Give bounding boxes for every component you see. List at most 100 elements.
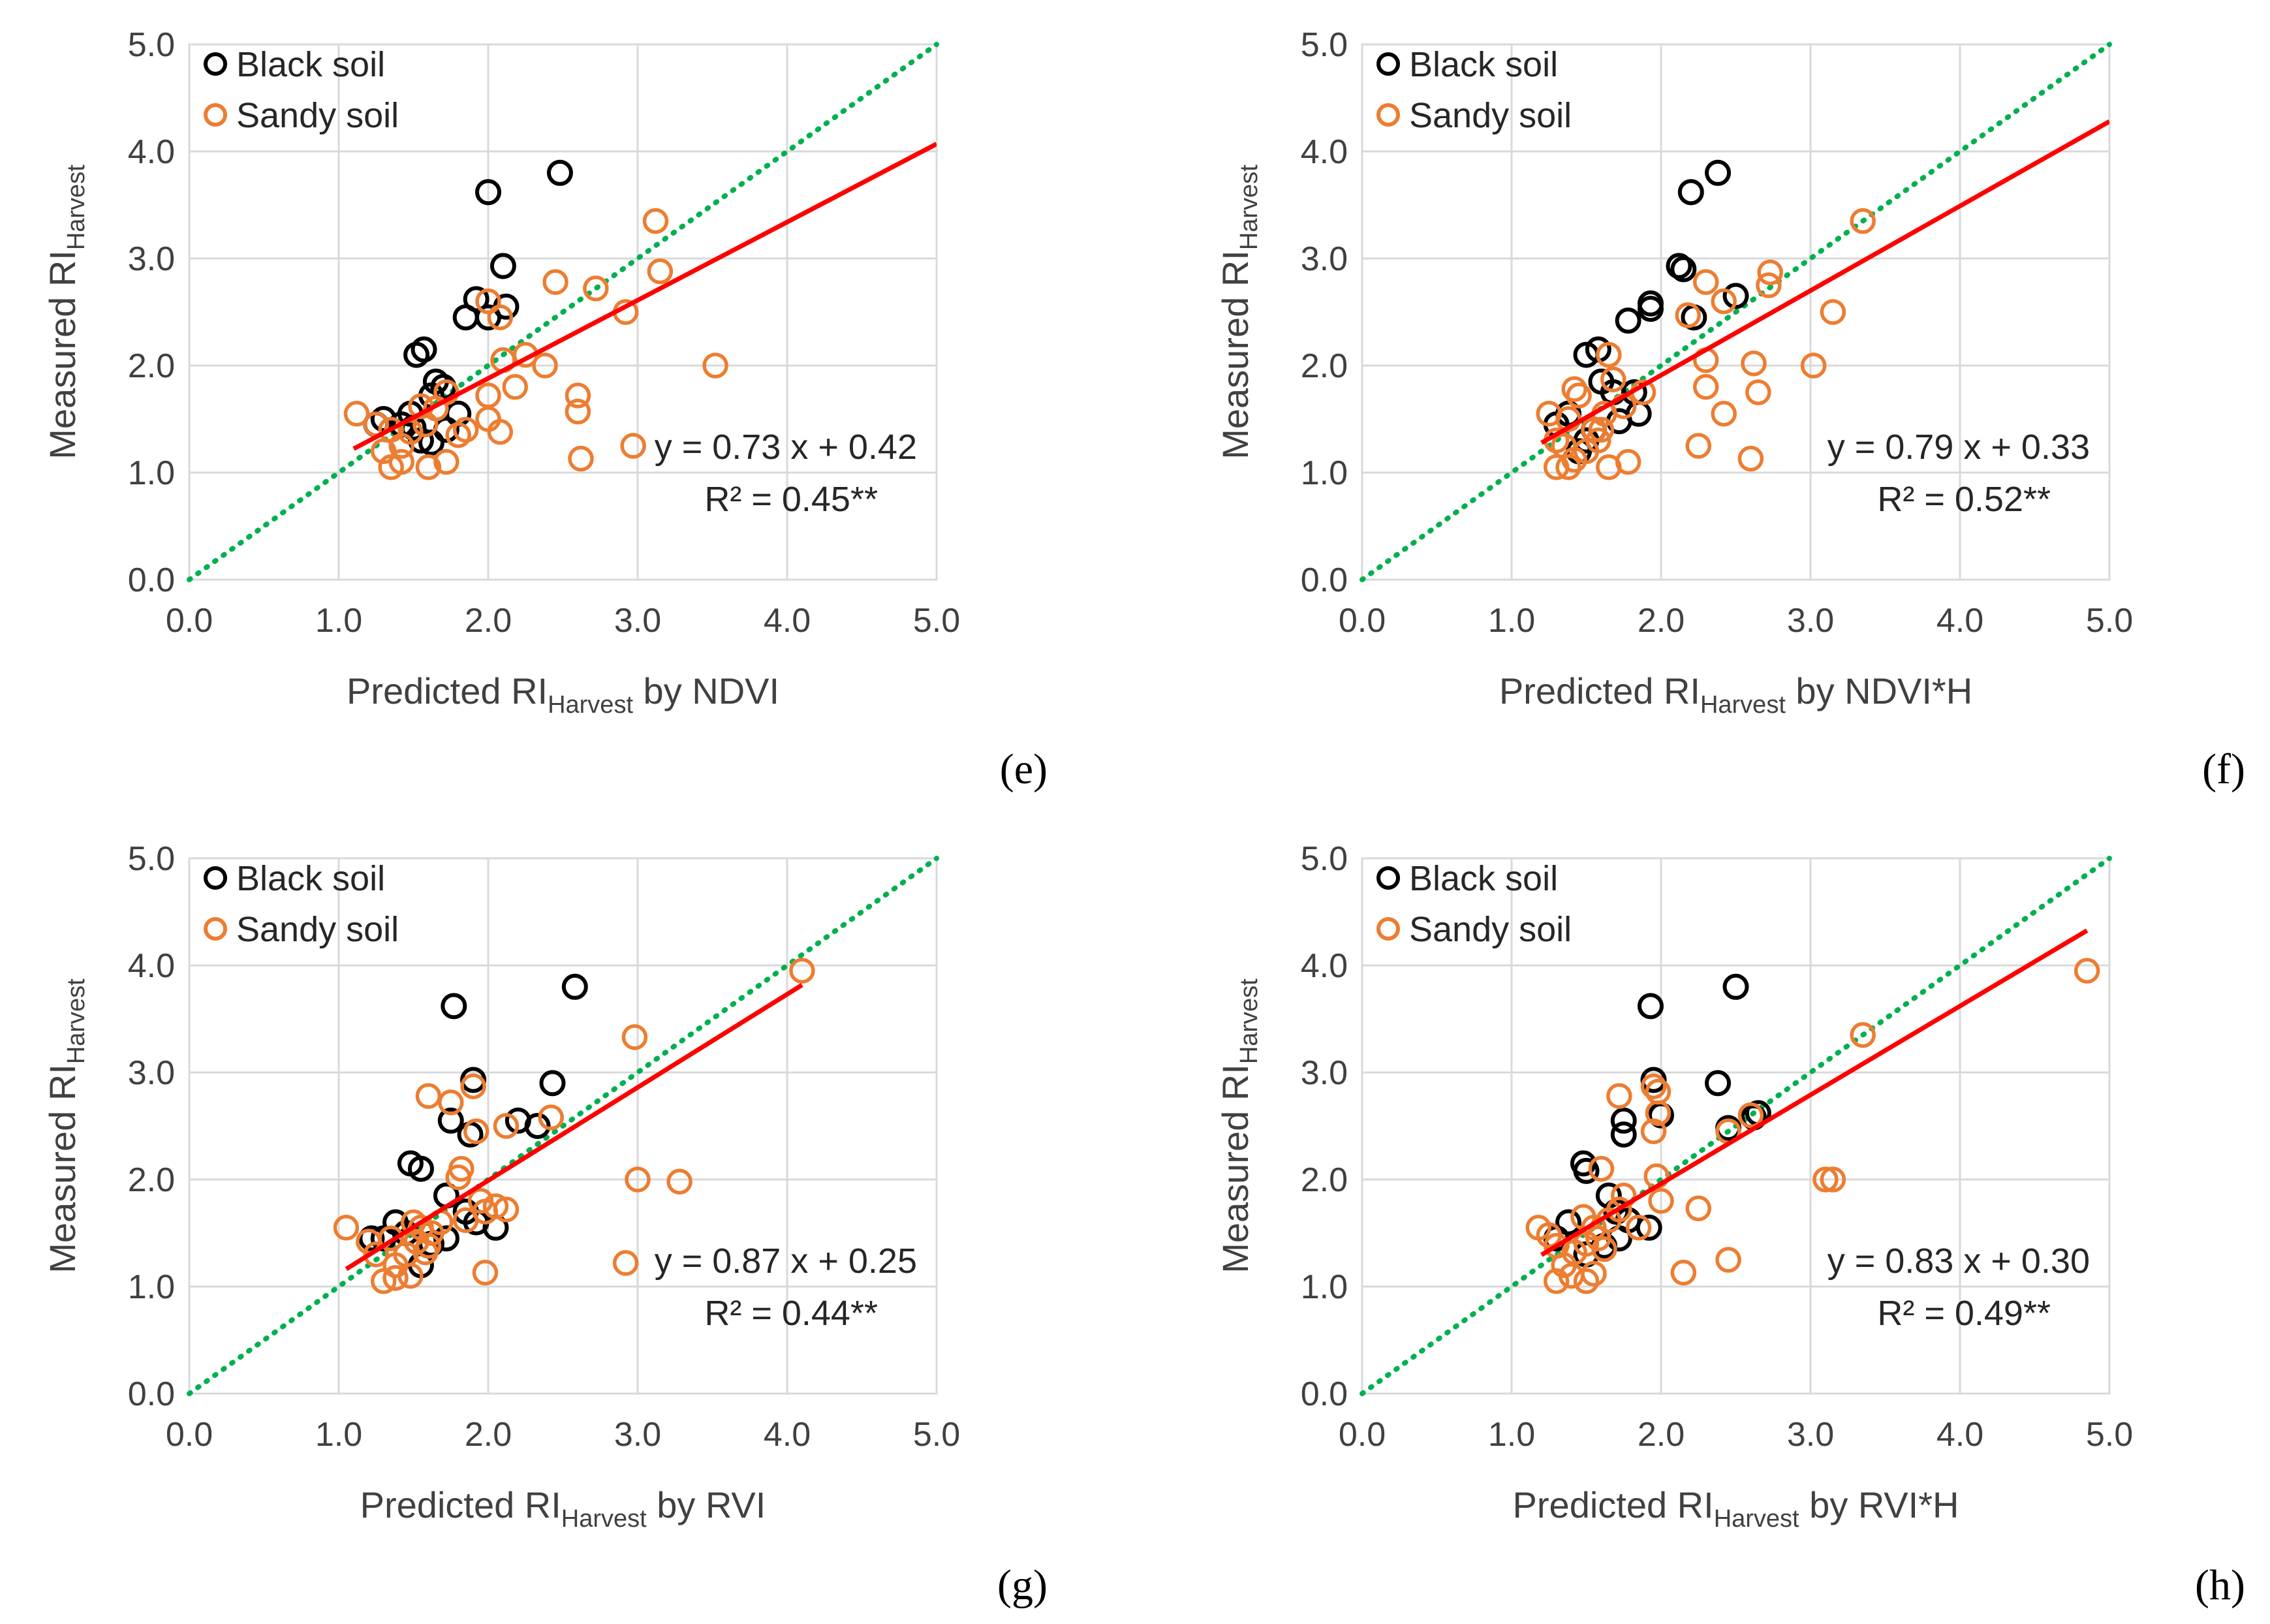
y-axis-label: Measured RIHarvest (1215, 164, 1263, 460)
scatter-panel-e: 0.00.0 1.0 1.0 2.0 2.0 3.0 3.0 4.0 4.0 5.0 5.0 Blac… (42, 26, 1048, 793)
legend-label: Sandy soil (1409, 96, 1572, 135)
x-axis-label-subscript: Harvest (561, 1505, 647, 1533)
y-tick-label: 3.0 (128, 1054, 175, 1092)
data-point (415, 1083, 442, 1109)
plot-frame (188, 857, 938, 1395)
data-point (1677, 179, 1704, 206)
data-point (1645, 1100, 1671, 1127)
data-point (1581, 1260, 1607, 1287)
data-point (1648, 1188, 1674, 1214)
data-point (612, 1250, 639, 1276)
data-point (583, 275, 609, 302)
y-axis-label: Measured RIHarvest (42, 164, 90, 460)
data-point (407, 1155, 434, 1182)
data-point (397, 1262, 424, 1289)
data-point (412, 1239, 439, 1266)
x-tick-label: 5.0 (913, 1416, 960, 1454)
data-point (542, 269, 568, 295)
data-point (1625, 1215, 1652, 1241)
y-tick-label: 1.0 (1301, 1268, 1348, 1306)
series-black-soil (358, 973, 588, 1279)
data-point (1737, 445, 1764, 472)
legend-marker (204, 103, 227, 127)
y-tick-label: 0.0 (128, 1375, 175, 1413)
data-point (1692, 269, 1719, 295)
panel-label: (g) (997, 1561, 1048, 1609)
data-point (445, 422, 471, 448)
data-point (1555, 454, 1581, 480)
y-tick-label: 5.0 (128, 26, 175, 64)
regression-equation: y = 0.83 x + 0.30 (1827, 1241, 2090, 1281)
data-point (502, 374, 528, 400)
data-point (565, 383, 591, 409)
scatter-panel-f: 0.00.0 1.0 1.0 2.0 2.0 3.0 3.0 4.0 4.0 5.0 5.0 Blac… (1215, 26, 2245, 793)
data-point (568, 445, 594, 472)
data-point (490, 253, 516, 279)
r-squared-label: R² = 0.45** (704, 480, 878, 519)
legend-label: Black soil (1409, 859, 1558, 898)
one-to-one-line (187, 856, 939, 1396)
data-point (1666, 253, 1692, 279)
data-point (370, 1268, 397, 1294)
data-point (333, 1215, 360, 1241)
x-axis-label: Predicted RIHarvest by RVI (360, 1484, 766, 1533)
y-tick-label: 4.0 (1301, 947, 1348, 985)
data-point (1741, 350, 1767, 377)
regression-line (345, 983, 803, 1272)
data-point (524, 1113, 551, 1139)
legend-label: Black soil (1409, 45, 1558, 84)
x-tick-label: 2.0 (465, 1416, 512, 1454)
legend-marker (1376, 917, 1400, 941)
data-point (1812, 1166, 1839, 1193)
legend-marker (204, 917, 227, 941)
x-tick-label: 4.0 (764, 602, 811, 640)
panel-label: (f) (2202, 745, 2245, 793)
x-tick-label: 3.0 (614, 602, 661, 640)
x-tick-label: 4.0 (1936, 1416, 1983, 1454)
data-point (1850, 208, 1876, 234)
x-axis-label-subscript: Harvest (548, 691, 633, 719)
x-tick-label: 3.0 (1787, 1416, 1834, 1454)
one-to-one-line (1360, 42, 2112, 582)
y-tick-label: 1.0 (1301, 454, 1348, 492)
regression-line (1540, 119, 2109, 445)
y-tick-label: 0.0 (1301, 561, 1348, 599)
one-to-one-line (1360, 856, 2112, 1396)
data-point (467, 1188, 494, 1214)
data-point (452, 1207, 479, 1234)
data-point (1561, 446, 1587, 473)
data-point (538, 1104, 564, 1131)
legend-marker (204, 866, 227, 890)
data-point (621, 1024, 648, 1050)
panels-group: 0.00.01.01.02.02.03.03.04.04.05.05.0 Blac… (42, 26, 2245, 1609)
panel-label: (h) (2195, 1561, 2245, 1609)
y-tick-label: 4.0 (128, 947, 175, 985)
x-axis-label: Predicted RIHarvest by NDVI*H (1499, 670, 1972, 719)
y-tick-label: 5.0 (1301, 26, 1348, 64)
y-tick-label: 0.0 (128, 561, 175, 599)
data-point (546, 159, 573, 186)
data-point (1692, 374, 1719, 400)
data-point (493, 1113, 520, 1139)
y-tick-label: 1.0 (128, 1268, 175, 1306)
plot-frame (188, 43, 938, 581)
data-point (642, 208, 669, 234)
x-axis-label-subscript: Harvest (1700, 691, 1786, 719)
y-tick-label: 0.0 (1301, 1375, 1348, 1413)
x-tick-label: 1.0 (1488, 1416, 1535, 1454)
data-point (441, 993, 467, 1020)
x-tick-label: 1.0 (315, 1416, 362, 1454)
x-tick-label: 0.0 (1339, 602, 1386, 640)
data-point (1566, 383, 1592, 409)
x-tick-label: 2.0 (1638, 602, 1685, 640)
data-point (363, 1241, 389, 1268)
data-point (437, 1107, 464, 1134)
series-sandy-soil (333, 958, 815, 1294)
legend-label: Sandy soil (236, 910, 399, 949)
data-point (487, 418, 514, 445)
data-point (411, 336, 437, 363)
data-point (487, 304, 514, 330)
y-axis-label-main: Measured RI (1215, 250, 1256, 460)
data-point (1722, 973, 1749, 1000)
